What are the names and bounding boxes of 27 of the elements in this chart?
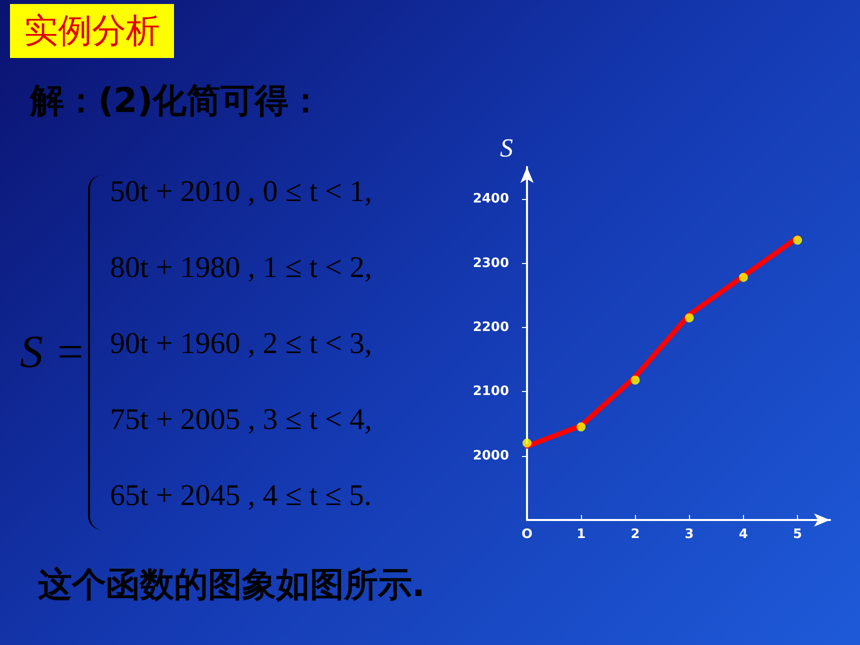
y-axis-title: S — [500, 134, 513, 162]
x-tick-label: 1 — [576, 527, 586, 542]
y-tick-label: 2100 — [472, 384, 509, 400]
point — [522, 438, 532, 448]
text: 实例分析 — [10, 4, 174, 58]
text: 解：(2)化简可得： — [30, 80, 323, 123]
point — [630, 376, 640, 385]
text: 这个函数的图象如图所示. — [38, 564, 425, 607]
x-tick-label: 4 — [738, 527, 748, 542]
text: 65t + 2045 , 4 ≤ t ≤ 5. — [110, 479, 372, 513]
x-tick-label: 2 — [630, 527, 640, 542]
text: 90t + 1960 , 2 ≤ t < 3, — [110, 327, 372, 361]
text: 50t + 2010 , 0 ≤ t < 1, — [110, 175, 372, 209]
x-tick-label: O — [521, 527, 533, 542]
text: 75t + 2005 , 3 ≤ t < 4, — [110, 403, 372, 437]
y-tick-label: 2400 — [472, 192, 509, 207]
text: S = — [20, 325, 86, 378]
y-tick-label: 2000 — [472, 448, 509, 464]
point — [793, 236, 802, 245]
text: 80t + 1980 , 1 ≤ t < 2, — [110, 251, 372, 285]
y-tick-label: 2300 — [472, 256, 509, 271]
point — [684, 313, 694, 322]
point — [576, 422, 586, 432]
point — [738, 272, 748, 282]
y-tick-label: 2200 — [472, 320, 509, 335]
x-tick-label: 3 — [684, 527, 694, 542]
x-tick-label: 5 — [793, 527, 802, 542]
